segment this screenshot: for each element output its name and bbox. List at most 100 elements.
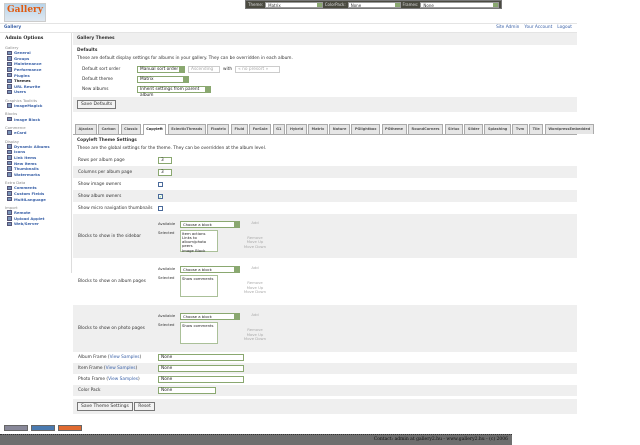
tab-g1[interactable]: G1 xyxy=(272,124,285,134)
sidebar-item-maintenance[interactable]: Maintenance xyxy=(5,61,66,67)
sidebar-selected-list[interactable]: Item actions Links to album/photo peers … xyxy=(180,229,218,252)
sidebar-item-image-block[interactable]: Image Block xyxy=(5,116,66,122)
sidebar-add-button[interactable]: Add xyxy=(251,219,259,225)
album-frame-select[interactable]: None xyxy=(158,354,244,361)
breadcrumb-gallery[interactable]: Gallery xyxy=(4,25,22,30)
sidebar-item-ecard[interactable]: eCard xyxy=(5,130,66,136)
sidebar-item-new-items[interactable]: New Items xyxy=(5,160,66,166)
sort-direction-select: Ascending xyxy=(188,65,220,73)
your-account-link[interactable]: Your Account xyxy=(524,25,553,30)
tab-fluid[interactable]: Fluid xyxy=(230,124,248,134)
columns-label: Columns per album page xyxy=(78,169,133,175)
tab-roundcorners[interactable]: RoundCorners xyxy=(408,124,444,134)
reset-button[interactable]: Reset xyxy=(134,402,155,411)
footer: Contact: admin at gallery2.hu - www.gall… xyxy=(0,434,512,445)
validator-badge[interactable] xyxy=(4,425,28,431)
album-remove-button[interactable]: Remove xyxy=(247,280,263,285)
tab-tile[interactable]: Tile xyxy=(529,124,544,134)
sidebar-item-comments[interactable]: Comments xyxy=(5,185,66,191)
tab-forsale[interactable]: ForSale xyxy=(249,124,272,134)
sidebar-item-link-items[interactable]: Link Items xyxy=(5,155,66,161)
tab-hybrid[interactable]: Hybrid xyxy=(286,124,307,134)
item-frame-samples-link[interactable]: View Samples xyxy=(105,366,136,371)
photo-move-up-button[interactable]: Move Up xyxy=(246,331,264,337)
tab-classic[interactable]: Classic xyxy=(120,124,142,134)
sidebar-item-multilanguage[interactable]: MultiLanguage xyxy=(5,196,66,202)
tab-siriux[interactable]: Siriux xyxy=(444,124,463,134)
sidebar-move-up-button[interactable]: Move Up xyxy=(246,239,264,244)
tab-ajaxian[interactable]: Ajaxian xyxy=(75,124,97,134)
photo-available-select[interactable]: Choose a block xyxy=(180,313,240,320)
sidebar-item-imagemagick[interactable]: ImageMagick xyxy=(5,103,66,109)
tab-eclecticthreads[interactable]: EclecticThreads xyxy=(167,124,206,134)
sidebar-item-icons[interactable]: Icons xyxy=(5,149,66,155)
site-admin-link[interactable]: Site Admin xyxy=(496,25,520,30)
tab-matrix[interactable]: Matrix xyxy=(308,124,328,134)
sidebar-remove-button[interactable]: Remove xyxy=(247,234,263,240)
chevron-down-icon xyxy=(316,2,322,7)
sidebar-item-custom-fields[interactable]: Custom Fields xyxy=(5,191,66,197)
sidebar-item-remote[interactable]: Remote xyxy=(5,210,66,216)
colorpack-setting-select[interactable]: None xyxy=(158,387,216,394)
tab-splashing[interactable]: Splashing xyxy=(484,124,511,134)
gallery-logo[interactable]: Gallery xyxy=(4,3,46,22)
sidebar-item-users[interactable]: Users xyxy=(5,89,66,95)
album-move-up-button[interactable]: Move Up xyxy=(246,284,264,290)
photo-frame-select[interactable]: None xyxy=(158,376,244,383)
logout-link[interactable]: Logout xyxy=(557,25,572,30)
photo-selected-list[interactable]: Show comments xyxy=(180,322,218,344)
album-frame-samples-link[interactable]: View Samples xyxy=(109,355,140,360)
colorpack-select[interactable]: None xyxy=(347,1,401,8)
tab-nature[interactable]: Nature xyxy=(329,124,350,134)
selected-label: Selected xyxy=(158,229,175,235)
sidebar-item-dynamic-albums[interactable]: Dynamic Albums xyxy=(5,144,66,150)
album-owners-checkbox[interactable]: ✓ xyxy=(158,193,163,199)
columns-input[interactable]: 3 xyxy=(158,168,172,176)
tab-pglightbox[interactable]: PGlightbox xyxy=(351,124,381,134)
theme-select[interactable]: Matrix xyxy=(265,1,323,8)
album-available-select[interactable]: Choose a block xyxy=(180,266,240,273)
tab-slider[interactable]: Slider xyxy=(464,124,483,134)
album-selected-list[interactable]: Show comments xyxy=(180,275,218,297)
help-badge[interactable] xyxy=(58,425,82,431)
micro-nav-checkbox[interactable] xyxy=(158,205,163,211)
available-value: Choose a block xyxy=(183,267,212,272)
photo-add-button[interactable]: Add xyxy=(251,312,259,317)
tab-floatrix[interactable]: Floatrix xyxy=(207,124,230,134)
album-add-button[interactable]: Add xyxy=(251,265,259,270)
sidebar-item-label: URL Rewrite xyxy=(14,83,41,89)
save-defaults-button[interactable]: Save Defaults xyxy=(77,100,117,109)
sidebar-item-general[interactable]: General xyxy=(5,50,66,56)
sidebar-item-groups[interactable]: Groups xyxy=(5,56,66,62)
tab-copyleft[interactable]: Copyleft xyxy=(142,124,167,135)
photo-frame-samples-link[interactable]: View Samples xyxy=(108,377,138,382)
tab-tvm[interactable]: Tvm xyxy=(512,124,528,134)
sidebar-item-performance[interactable]: Performance xyxy=(5,67,66,73)
photo-move-down-button[interactable]: Move Down xyxy=(243,336,267,341)
new-albums-select[interactable]: Inherit settings from parent album xyxy=(137,85,211,98)
photo-blocks-row: Blocks to show on photo pages Available … xyxy=(73,305,577,352)
sidebar-move-down-button[interactable]: Move Down xyxy=(243,243,267,249)
image-owners-checkbox[interactable] xyxy=(158,181,163,187)
tab-pgtheme[interactable]: PGtheme xyxy=(381,124,407,134)
gallery-badge[interactable] xyxy=(31,425,55,431)
sidebar-item-themes[interactable]: Themes xyxy=(5,78,66,84)
tab-carbon[interactable]: Carbon xyxy=(98,124,120,134)
frames-select[interactable]: None xyxy=(420,1,499,8)
sidebar-item-label: Dynamic Albums xyxy=(14,143,50,149)
save-theme-settings-button[interactable]: Save Theme Settings xyxy=(77,402,133,411)
default-theme-select[interactable]: Matrix xyxy=(137,75,189,83)
sidebar-item-thumbnails[interactable]: Thumbnails xyxy=(5,166,66,172)
sidebar-item-plugins[interactable]: Plugins xyxy=(5,72,66,78)
sidebar-item-web-server[interactable]: Web/Server xyxy=(5,221,66,227)
sidebar-item-url-rewrite[interactable]: URL Rewrite xyxy=(5,84,66,90)
sidebar-available-select[interactable]: Choose a block xyxy=(180,220,240,228)
item-frame-select[interactable]: None xyxy=(158,365,244,372)
photo-remove-button[interactable]: Remove xyxy=(247,327,263,332)
sidebar-item-watermarks[interactable]: Watermarks xyxy=(5,172,66,178)
rows-input[interactable]: 3 xyxy=(158,156,172,164)
sidebar-item-upload-applet[interactable]: Upload Applet xyxy=(5,215,66,221)
album-move-down-button[interactable]: Move Down xyxy=(243,289,267,294)
tab-wordpressembedded[interactable]: WordpressEmbedded xyxy=(544,124,594,134)
sort-order-select[interactable]: Manual sort order xyxy=(137,65,185,73)
